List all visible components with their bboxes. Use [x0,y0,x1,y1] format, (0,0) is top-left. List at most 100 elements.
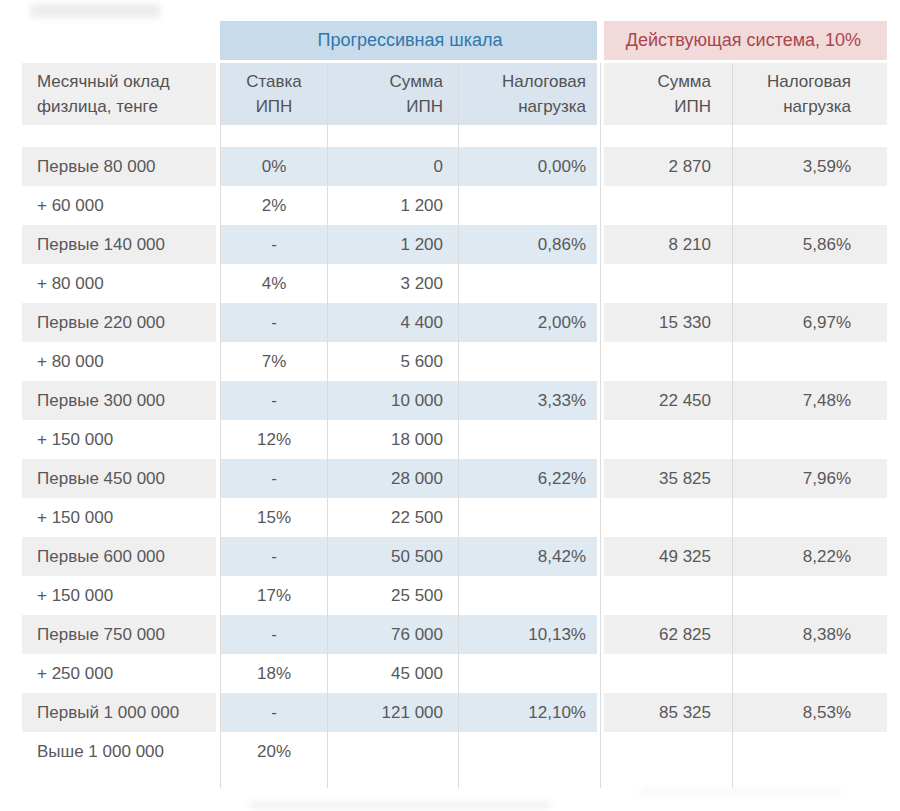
table-cell: 8,53% [732,693,887,732]
table-cell [732,498,887,537]
table-cell: 7,96% [732,459,887,498]
group-header-progressive-scale: Прогрессивная шкала [220,21,600,60]
table-cell [458,732,600,771]
table-cell: 8 210 [600,225,732,264]
table-cell: 12% [220,420,327,459]
table-cell: + 250 000 [22,654,220,693]
table-cell: 2 870 [600,147,732,186]
table-cell: 7,48% [732,381,887,420]
table-cell: 8,22% [732,537,887,576]
table-cell [732,576,887,615]
table-cell [600,654,732,693]
table-cell: - [220,459,327,498]
table-cell [600,420,732,459]
group-header-row: Прогрессивная шкала Действующая система,… [22,21,887,60]
table-cell: 17% [220,576,327,615]
table-row: Первые 450 000-28 0006,22%35 8257,96% [22,459,887,498]
table-cell [732,654,887,693]
table-cell: 15 330 [600,303,732,342]
spacer-cell [22,125,220,147]
table-cell [600,576,732,615]
table-row: Первые 80 0000%00,00%2 8703,59% [22,147,887,186]
column-header-ipn-sum-current: Сумма ИПН [600,63,732,125]
table-cell: 18 000 [327,420,458,459]
table-cell: 5,86% [732,225,887,264]
table-cell: - [220,381,327,420]
table-cell: 6,22% [458,459,600,498]
table-cell [732,732,887,771]
table-cell: - [220,225,327,264]
column-header-tax-burden-progressive: Налоговая нагрузка [458,63,600,125]
table-row: Первые 220 000-4 4002,00%15 3306,97% [22,303,887,342]
column-header-monthly-salary: Месячный оклад физлица, тенге [22,63,220,125]
table-cell: Первый 1 000 000 [22,693,220,732]
table-cell: 62 825 [600,615,732,654]
table-cell: + 80 000 [22,342,220,381]
table-row: Первые 140 000-1 2000,86%8 2105,86% [22,225,887,264]
table-body: Первые 80 0000%00,00%2 8703,59%+ 60 0002… [22,147,887,771]
table-cell: Первые 80 000 [22,147,220,186]
table-cell: 10 000 [327,381,458,420]
table-row: + 60 0002%1 200 [22,186,887,225]
table-row: Первый 1 000 000-121 00012,10%85 3258,53… [22,693,887,732]
table-cell: 35 825 [600,459,732,498]
table-cell [732,342,887,381]
table-cell: + 150 000 [22,576,220,615]
stub-cell [220,771,327,788]
spacer-cell [600,125,732,147]
table-cell [600,264,732,303]
table-cell [458,264,600,303]
income-tax-comparison-table: Прогрессивная шкала Действующая система,… [22,21,887,788]
table-cell: 1 200 [327,186,458,225]
artifact-smudge-top [30,4,160,18]
table-cell: 4 400 [327,303,458,342]
table-cell [458,186,600,225]
table-cell: + 150 000 [22,420,220,459]
stub-cell [22,771,220,788]
table-cell [600,342,732,381]
table-cell [458,654,600,693]
table-cell [732,420,887,459]
table-cell [732,264,887,303]
table-cell: + 150 000 [22,498,220,537]
spacer-cell [458,125,600,147]
table-cell: 3 200 [327,264,458,303]
stub-cell [458,771,600,788]
table-cell: 20% [220,732,327,771]
table-cell: Первые 450 000 [22,459,220,498]
table-cell: 7% [220,342,327,381]
column-header-ipn-sum-progressive: Сумма ИПН [327,63,458,125]
table-cell: 15% [220,498,327,537]
table-cell: 6,97% [732,303,887,342]
group-header-spacer [22,21,220,60]
table-row: + 80 0004%3 200 [22,264,887,303]
artifact-smudge-bottom [250,801,550,809]
table-cell: 2,00% [458,303,600,342]
table-cell [458,342,600,381]
table-cell: - [220,615,327,654]
table-cell: - [220,537,327,576]
table-cell: 50 500 [327,537,458,576]
table-row: Выше 1 000 00020% [22,732,887,771]
grid-stub-row [22,771,887,788]
table-cell: 0 [327,147,458,186]
table-cell: 76 000 [327,615,458,654]
table-cell: 45 000 [327,654,458,693]
artifact-smudge-bottom-right [640,789,840,794]
column-header-row: Месячный оклад физлица, тенге Ставка ИПН… [22,63,887,125]
table-cell [600,186,732,225]
stub-cell [600,771,732,788]
table-cell: 3,33% [458,381,600,420]
table-cell: Первые 750 000 [22,615,220,654]
table-cell: Первые 220 000 [22,303,220,342]
stub-cell [327,771,458,788]
table-cell: 4% [220,264,327,303]
table-cell: 121 000 [327,693,458,732]
table-cell: Первые 600 000 [22,537,220,576]
column-header-ipn-rate: Ставка ИПН [220,63,327,125]
table-cell: Первые 140 000 [22,225,220,264]
table-cell: 25 500 [327,576,458,615]
table-row: Первые 600 000-50 5008,42%49 3258,22% [22,537,887,576]
column-header-tax-burden-current: Налоговая нагрузка [732,63,887,125]
table-cell: - [220,303,327,342]
